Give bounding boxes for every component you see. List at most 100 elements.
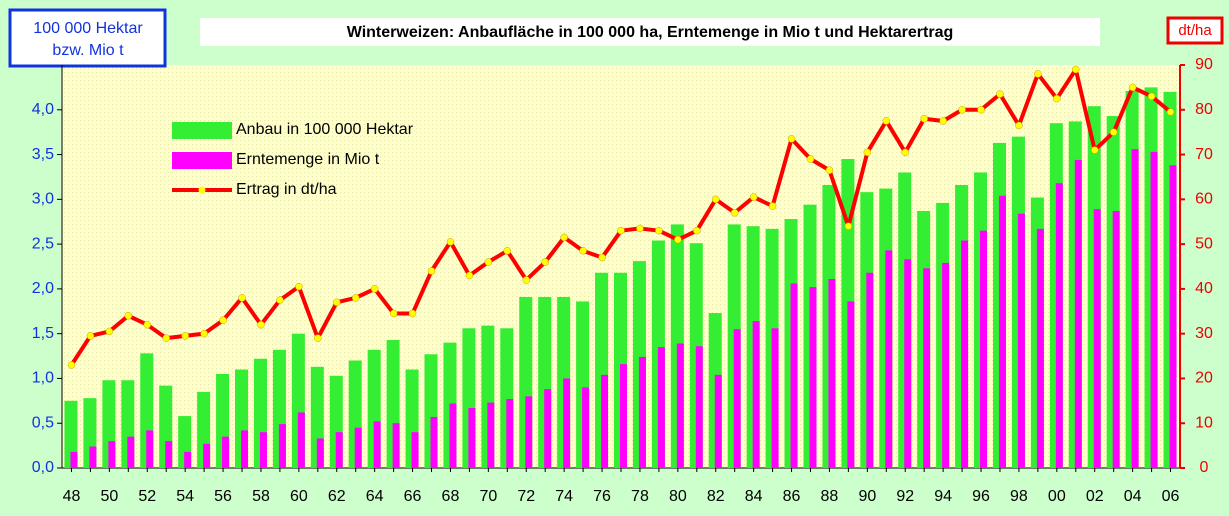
y2-tick-label: 20 [1195,370,1213,387]
x-tick-label: 04 [1124,488,1142,505]
marker [958,106,966,114]
marker [806,155,815,163]
marker [238,294,246,302]
bar [923,268,931,468]
x-tick-label: 70 [479,488,497,505]
y2-label-box [1166,16,1224,45]
x-tick-label: 58 [252,488,270,505]
marker [124,312,133,320]
marker [863,148,872,157]
y-tick-label: 3,5 [32,146,54,163]
marker [693,226,701,235]
marker [541,258,549,266]
bar [620,364,627,468]
y-tick-label: 0,0 [32,459,54,476]
bar [506,399,514,468]
bar [1150,151,1158,468]
marker [408,309,417,318]
bar [222,436,230,468]
marker [996,90,1004,98]
marker [1034,70,1042,78]
bar [980,230,988,468]
bar [657,347,665,468]
y-tick-label: 3,0 [32,191,54,208]
marker [219,316,227,324]
marker [1015,121,1023,130]
y2-tick-label: 0 [1200,459,1209,476]
bar [544,389,552,468]
x-tick-label: 98 [1010,488,1028,505]
y2-tick-label: 30 [1195,325,1213,342]
x-tick-label: 82 [707,488,725,505]
y-tick-label: 2,5 [32,235,54,252]
bar [809,287,817,468]
marker [617,226,625,235]
marker [560,233,568,242]
marker [370,285,379,293]
marker [655,226,663,235]
marker [143,320,152,329]
bar [165,441,173,468]
bar [335,432,343,468]
bar [582,387,590,468]
marker [1128,83,1137,92]
marker [598,253,606,262]
y2-tick-label: 10 [1195,414,1213,431]
x-tick-label: 60 [290,488,308,505]
marker [825,166,834,174]
y2-tick-label: 90 [1195,56,1213,73]
marker [749,193,758,201]
bar [998,195,1006,469]
marker [1109,128,1118,136]
bar [146,430,154,468]
marker [276,296,284,304]
y2-tick-label: 50 [1195,235,1213,252]
x-tick-label: 90 [858,488,876,505]
bar [1017,213,1025,468]
bar [392,423,400,468]
x-tick-label: 06 [1162,488,1180,505]
marker [920,114,928,123]
bar [790,283,798,468]
bar [866,272,874,468]
x-tick-label: 50 [100,488,118,505]
chart-title: Winterweizen: Anbaufläche in 100 000 ha,… [347,24,954,41]
marker [503,247,512,255]
marker [200,329,208,338]
bar [278,424,286,468]
bar [108,441,116,468]
marker [295,282,303,291]
x-tick-label: 76 [593,488,611,505]
x-tick-label: 56 [214,488,232,505]
bar [241,430,249,468]
legend-marker [198,186,206,194]
marker [768,202,777,210]
x-tick-label: 92 [896,488,914,505]
y-label-box [8,8,167,68]
marker [162,334,170,342]
bar [1131,149,1139,468]
bar [1169,165,1177,468]
x-tick-label: 68 [442,488,460,505]
bar [885,250,893,468]
x-tick-label: 02 [1086,488,1104,505]
x-tick-label: 66 [404,488,422,505]
bar [297,412,305,468]
bar [259,432,267,468]
legend-label: Ertrag in dt/ha [236,181,337,198]
y-tick-label: 4,0 [32,101,54,118]
marker [427,267,436,275]
legend-swatch [172,122,232,139]
x-tick-label: 84 [745,488,763,505]
y2-tick-label: 40 [1195,280,1213,297]
marker [86,332,95,340]
x-tick-label: 80 [669,488,687,505]
bar [942,262,950,468]
x-tick-label: 48 [63,488,81,505]
x-tick-label: 64 [366,488,384,505]
x-tick-label: 96 [972,488,990,505]
x-tick-label: 88 [821,488,839,505]
title-box [200,18,1100,46]
bar [411,432,419,468]
y-axis-label: 100 000 Hektar [33,20,143,37]
